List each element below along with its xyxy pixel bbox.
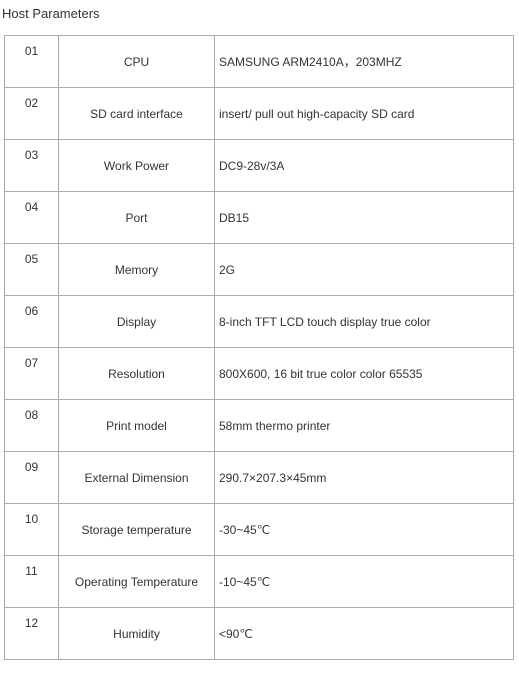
parameter-name: External Dimension <box>59 452 215 504</box>
parameter-value: <90℃ <box>215 608 514 660</box>
parameter-value: -10~45℃ <box>215 556 514 608</box>
table-row: 10 Storage temperature -30~45℃ <box>5 504 514 556</box>
parameter-name: Display <box>59 296 215 348</box>
row-number: 01 <box>5 36 59 88</box>
table-row: 06 Display 8-inch TFT LCD touch display … <box>5 296 514 348</box>
row-number: 11 <box>5 556 59 608</box>
row-number: 09 <box>5 452 59 504</box>
parameter-name: Work Power <box>59 140 215 192</box>
parameter-value: DB15 <box>215 192 514 244</box>
parameter-name: Operating Temperature <box>59 556 215 608</box>
table-row: 08 Print model 58mm thermo printer <box>5 400 514 452</box>
table-row: 07 Resolution 800X600, 16 bit true color… <box>5 348 514 400</box>
parameter-value: -30~45℃ <box>215 504 514 556</box>
parameter-value: SAMSUNG ARM2410A，203MHZ <box>215 36 514 88</box>
parameter-name: Humidity <box>59 608 215 660</box>
parameter-value: 2G <box>215 244 514 296</box>
row-number: 04 <box>5 192 59 244</box>
table-row: 11 Operating Temperature -10~45℃ <box>5 556 514 608</box>
table-body: 01 CPU SAMSUNG ARM2410A，203MHZ 02 SD car… <box>5 36 514 660</box>
parameter-value: DC9-28v/3A <box>215 140 514 192</box>
parameter-name: SD card interface <box>59 88 215 140</box>
row-number: 03 <box>5 140 59 192</box>
row-number: 12 <box>5 608 59 660</box>
table-row: 03 Work Power DC9-28v/3A <box>5 140 514 192</box>
table-row: 02 SD card interface insert/ pull out hi… <box>5 88 514 140</box>
page-title: Host Parameters <box>0 0 519 35</box>
table-row: 01 CPU SAMSUNG ARM2410A，203MHZ <box>5 36 514 88</box>
table-row: 05 Memory 2G <box>5 244 514 296</box>
parameter-value: 800X600, 16 bit true color color 65535 <box>215 348 514 400</box>
parameter-name: Port <box>59 192 215 244</box>
row-number: 10 <box>5 504 59 556</box>
parameter-name: Print model <box>59 400 215 452</box>
parameter-value: 290.7×207.3×45mm <box>215 452 514 504</box>
table-row: 09 External Dimension 290.7×207.3×45mm <box>5 452 514 504</box>
parameter-name: Memory <box>59 244 215 296</box>
row-number: 07 <box>5 348 59 400</box>
row-number: 08 <box>5 400 59 452</box>
row-number: 02 <box>5 88 59 140</box>
row-number: 05 <box>5 244 59 296</box>
parameter-value: insert/ pull out high-capacity SD card <box>215 88 514 140</box>
parameter-value: 58mm thermo printer <box>215 400 514 452</box>
table-row: 04 Port DB15 <box>5 192 514 244</box>
parameter-name: Resolution <box>59 348 215 400</box>
parameter-name: Storage temperature <box>59 504 215 556</box>
row-number: 06 <box>5 296 59 348</box>
parameter-value: 8-inch TFT LCD touch display true color <box>215 296 514 348</box>
parameter-name: CPU <box>59 36 215 88</box>
parameters-table: 01 CPU SAMSUNG ARM2410A，203MHZ 02 SD car… <box>4 35 514 660</box>
table-row: 12 Humidity <90℃ <box>5 608 514 660</box>
